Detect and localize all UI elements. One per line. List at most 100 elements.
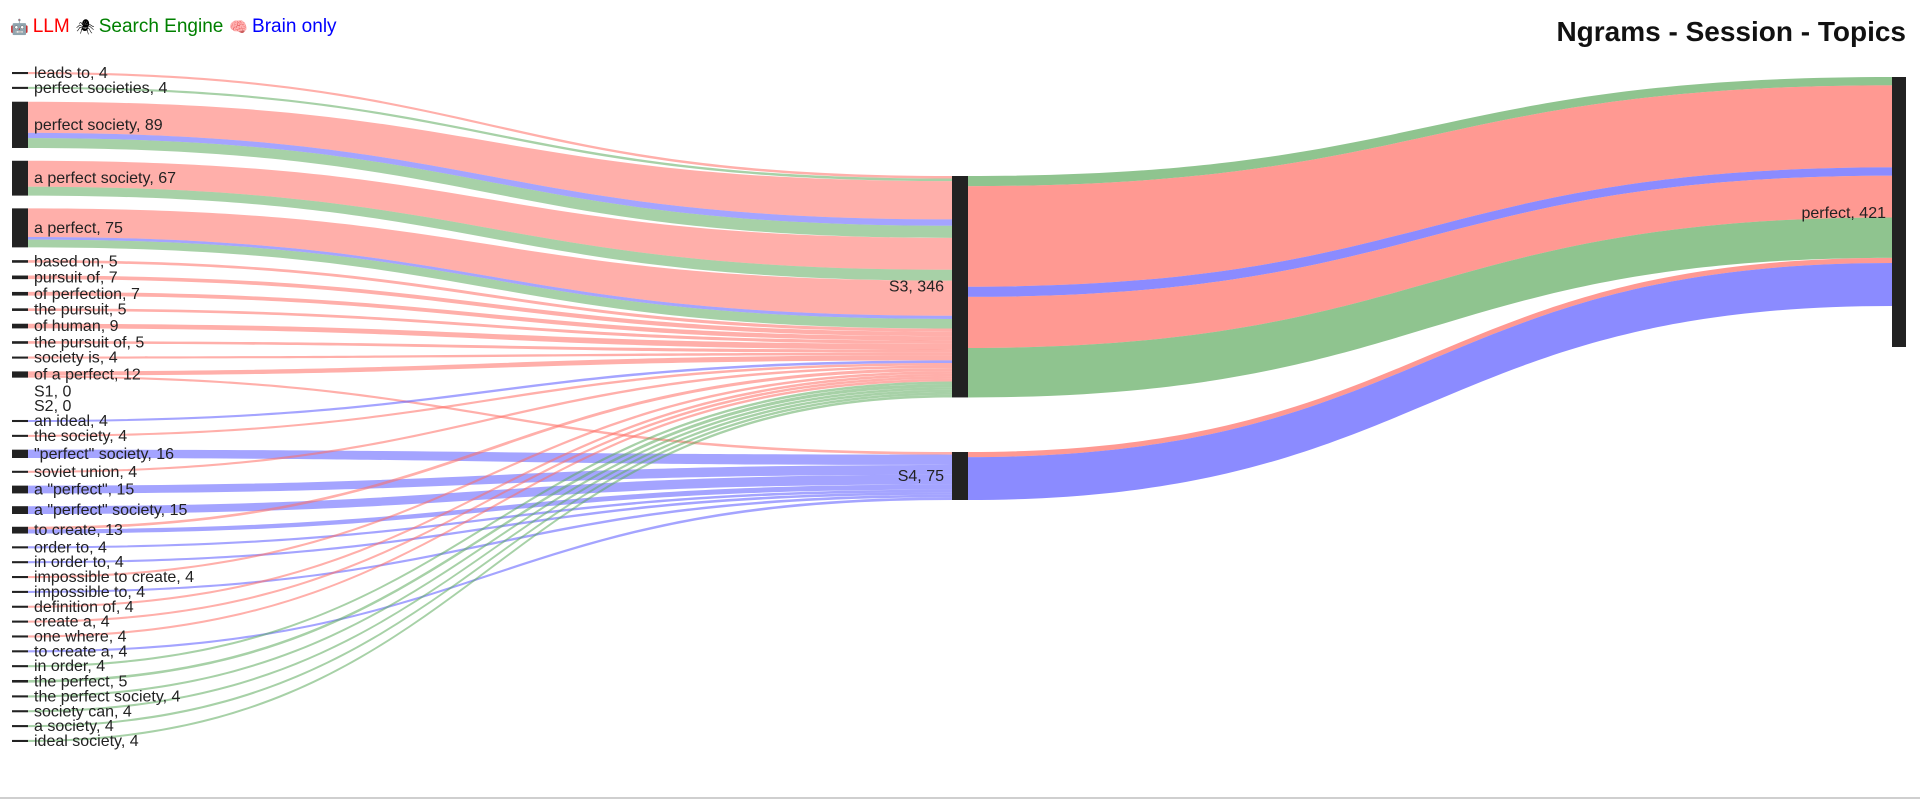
sankey-link	[28, 236, 952, 319]
sankey-link	[28, 132, 952, 226]
source-node[interactable]	[12, 470, 28, 473]
sankey-link	[28, 394, 952, 742]
sankey-link	[28, 341, 952, 353]
source-node-label: "perfect" society, 16	[34, 446, 174, 463]
source-node[interactable]	[12, 449, 28, 458]
source-node[interactable]	[12, 710, 28, 713]
source-node-label: a society, 4	[34, 718, 114, 735]
sankey-link	[968, 77, 1892, 187]
source-node-label: the perfect society, 4	[34, 688, 181, 705]
source-node[interactable]	[12, 291, 28, 296]
sankey-link	[28, 323, 952, 350]
source-node[interactable]	[12, 739, 28, 742]
sankey-link	[28, 392, 952, 728]
legend-label: Brain only	[252, 16, 337, 37]
sankey-link	[28, 308, 952, 344]
sankey-link	[968, 262, 1892, 500]
sankey-link	[968, 217, 1892, 398]
sankey-link	[28, 186, 952, 281]
source-node[interactable]	[12, 546, 28, 549]
source-node-label: S1, 0	[34, 383, 71, 400]
sankey-link	[28, 368, 952, 530]
source-node[interactable]	[12, 308, 28, 311]
source-node[interactable]	[12, 650, 28, 653]
legend-label: Search Engine	[98, 16, 224, 37]
source-node[interactable]	[12, 665, 28, 668]
legend-item: 🧠 Brain only	[229, 16, 336, 38]
sankey-link	[28, 381, 952, 668]
sankey-link	[28, 492, 952, 564]
source-node-label: a perfect society, 67	[34, 170, 176, 187]
source-node[interactable]	[12, 679, 28, 683]
source-node-label: one where, 4	[34, 628, 127, 645]
page-title: Ngrams - Session - Topics	[1556, 16, 1906, 47]
legend-label: LLM	[32, 16, 70, 37]
source-node[interactable]	[12, 635, 28, 638]
sankey-link	[28, 355, 952, 376]
sankey-link	[28, 362, 952, 437]
source-node[interactable]	[12, 101, 28, 148]
source-node[interactable]	[12, 526, 28, 534]
source-node-label: definition of, 4	[34, 599, 134, 616]
source-node-label: S2, 0	[34, 398, 71, 415]
sankey-link	[28, 378, 952, 638]
sankey-link	[28, 365, 952, 473]
source-node[interactable]	[12, 86, 28, 89]
source-node-label: perfect society, 89	[34, 117, 163, 134]
sankey-link	[28, 375, 952, 455]
sankey-link	[28, 373, 952, 608]
spider-icon: 🕷	[75, 19, 95, 36]
source-node-label: pursuit of, 7	[34, 269, 118, 286]
sankey-link	[28, 474, 952, 514]
source-node[interactable]	[12, 620, 28, 623]
source-node-label: society is, 4	[34, 350, 118, 367]
source-node-label: ideal society, 4	[34, 733, 139, 750]
source-node-label: soviet union, 4	[34, 464, 137, 481]
source-node[interactable]	[12, 208, 28, 248]
source-node-label: impossible to, 4	[34, 584, 145, 601]
sankey-link	[28, 360, 952, 423]
source-node-label: an ideal, 4	[34, 413, 108, 430]
source-node-label: society can, 4	[34, 703, 132, 720]
source-node[interactable]	[12, 419, 28, 423]
source-node[interactable]	[12, 275, 28, 280]
source-node-label: based on, 5	[34, 253, 118, 270]
sankey-nodes	[12, 72, 1906, 742]
session-node[interactable]	[952, 176, 968, 398]
source-node-label: order to, 4	[34, 539, 107, 556]
sankey-link	[28, 389, 952, 713]
legend-item: 🕷 Search Engine	[76, 16, 224, 38]
source-node[interactable]	[12, 561, 28, 564]
source-node[interactable]	[12, 260, 28, 263]
source-node[interactable]	[12, 576, 28, 579]
source-node[interactable]	[12, 356, 28, 359]
source-node-label: impossible to create, 4	[34, 569, 194, 586]
brain-icon: 🧠	[229, 19, 249, 36]
source-node-label: in order, 4	[34, 658, 105, 675]
source-node[interactable]	[12, 590, 28, 593]
source-node-label: of human, 9	[34, 318, 119, 335]
sankey-link	[28, 291, 952, 341]
source-node[interactable]	[12, 371, 28, 378]
sankey-link	[28, 101, 952, 220]
source-node[interactable]	[12, 341, 28, 344]
source-node[interactable]	[12, 605, 28, 608]
sankey-link	[968, 85, 1892, 287]
sankey-link	[28, 138, 952, 238]
topic-node[interactable]	[1892, 77, 1906, 347]
session-node[interactable]	[952, 452, 968, 500]
source-node[interactable]	[12, 725, 28, 728]
source-node[interactable]	[12, 695, 28, 698]
sankey-links	[28, 72, 1892, 742]
source-node[interactable]	[12, 323, 28, 329]
source-node[interactable]	[12, 72, 28, 75]
source-node[interactable]	[12, 434, 28, 437]
sankey-link	[28, 449, 952, 465]
sankey-link	[968, 167, 1892, 297]
source-node[interactable]	[12, 160, 28, 196]
source-node-label: a "perfect" society, 15	[34, 502, 187, 519]
robot-icon: 🤖	[10, 19, 29, 36]
source-node[interactable]	[12, 485, 28, 494]
source-node[interactable]	[12, 506, 28, 514]
